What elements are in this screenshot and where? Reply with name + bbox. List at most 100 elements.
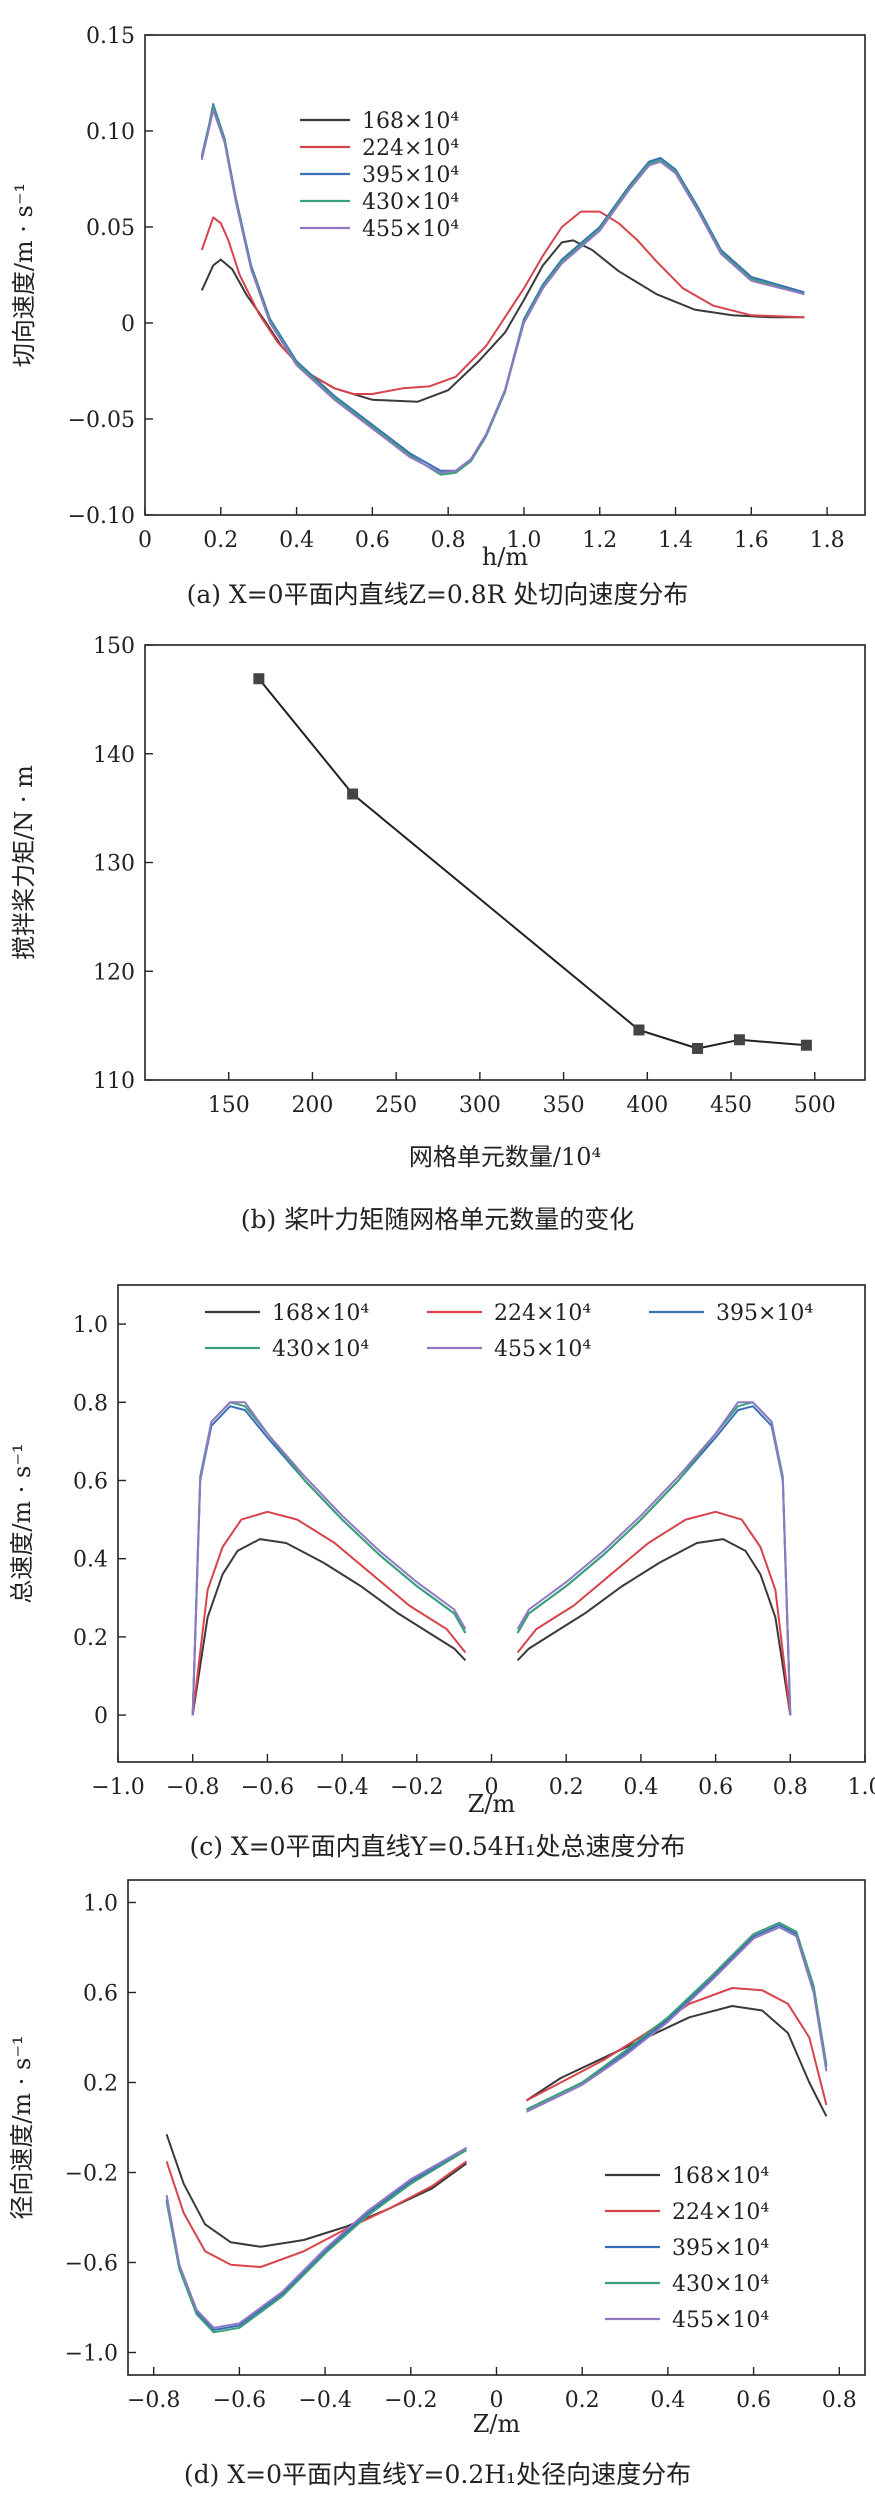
chart-c-x-tick-label: 0.2 (549, 1775, 584, 1800)
chart-b-data-point (692, 1042, 704, 1054)
chart-b-data-point (633, 1024, 645, 1036)
chart-d-y-tick-label: 0.2 (83, 2072, 118, 2097)
chart-d-y-tick-label: −0.2 (65, 2162, 118, 2187)
chart-c-series-line-3 (516, 1405, 792, 1716)
chart-d-series-line-4 (526, 1921, 828, 2111)
chart-c-x-tick-label: −0.2 (390, 1775, 443, 1800)
chart-c-svg: −1.0 −0.8 −0.6 −0.4 −0.2 0 0.2 0.4 0.6 0.8 1.0 0 0.2… (8, 1284, 875, 1818)
chart-a-caption: (a) X=0平面内直线Z=0.8R 处切向速度分布 (186, 580, 689, 609)
chart-c-x-tick-label: 0.4 (623, 1775, 658, 1800)
chart-a-y-tick-label: 0.10 (86, 120, 135, 145)
chart-d-x-axis-label: Z/m (473, 2410, 521, 2438)
chart-panel-d: −0.8 −0.6 −0.4 −0.2 0 0.2 0.4 0.6 0.8 −1.0 −0.6 −0.… (0, 1875, 875, 2501)
chart-c-series-line-1 (516, 1538, 792, 1716)
chart-a-x-tick-label: 1.6 (734, 528, 769, 553)
chart-a-y-tick-label: −0.05 (68, 408, 135, 433)
chart-d-legend-label: 168×10⁴ (672, 2164, 769, 2189)
chart-d-x-tick-label: 0.8 (822, 2388, 857, 2413)
chart-c-y-tick-label: 0.2 (73, 1626, 108, 1651)
chart-b-x-tick-label: 500 (794, 1093, 836, 1118)
chart-a-legend-label: 455×10⁴ (362, 217, 459, 242)
chart-d-x-tick-label: −0.2 (384, 2388, 437, 2413)
chart-d-x-tick-label: −0.8 (127, 2388, 180, 2413)
chart-panel-c: −1.0 −0.8 −0.6 −0.4 −0.2 0 0.2 0.4 0.6 0.8 1.0 0 0.2… (0, 1250, 875, 1875)
chart-c-series-line-3 (191, 1405, 467, 1716)
chart-c-x-axis-label: Z/m (468, 1790, 516, 1818)
chart-c-y-tick-label: 0.6 (73, 1469, 108, 1494)
chart-b-y-tick-label: 140 (93, 743, 135, 768)
chart-d-x-tick-label: 0 (490, 2388, 504, 2413)
chart-c-x-tick-label: −0.8 (166, 1775, 219, 1800)
chart-d-series-line-5 (165, 2146, 467, 2329)
chart-c-x-tick-label: 1.0 (848, 1775, 875, 1800)
chart-d-x-tick-label: −0.6 (213, 2388, 266, 2413)
chart-b-x-tick-label: 250 (375, 1093, 417, 1118)
chart-d-legend-label: 224×10⁴ (672, 2200, 769, 2225)
chart-b-data-point (733, 1034, 745, 1046)
chart-a-y-tick-label: 0 (121, 312, 135, 337)
chart-d-series-line-2 (526, 1987, 828, 2106)
chart-b-x-tick-label: 150 (208, 1093, 250, 1118)
chart-d-x-tick-label: −0.4 (298, 2388, 351, 2413)
chart-b-x-tick-label: 450 (710, 1093, 752, 1118)
chart-a-x-tick-label: 1.0 (506, 528, 541, 553)
chart-b-x-tick-label: 300 (459, 1093, 501, 1118)
chart-panel-a: 0 0.2 0.4 0.6 0.8 1.0 1.2 1.4 1.6 1.8 −0.10 −0.05 0 0… (0, 0, 875, 625)
chart-b-data-point (800, 1039, 812, 1051)
chart-a-x-tick-label: 1.4 (658, 528, 693, 553)
chart-a-series-line-4 (200, 105, 805, 476)
chart-d-series-line-2 (165, 2160, 468, 2268)
chart-a-svg: 0 0.2 0.4 0.6 0.8 1.0 1.2 1.4 1.6 1.8 −0.10 −0.05 0 0… (10, 24, 866, 571)
chart-b-x-tick-label: 400 (626, 1093, 668, 1118)
chart-c-x-tick-label: 0 (485, 1775, 499, 1800)
chart-panel-b: 150 200 250 300 350 400 450 500 110 120 130 140 150 网… (0, 625, 875, 1250)
chart-c-legend-label: 168×10⁴ (272, 1301, 369, 1326)
chart-a-series-line-3 (200, 103, 805, 472)
chart-a-x-tick-label: 0 (138, 528, 152, 553)
chart-a-x-axis-label: h/m (482, 543, 529, 571)
chart-c-x-tick-label: −1.0 (91, 1775, 144, 1800)
chart-b-svg: 150 200 250 300 350 400 450 500 110 120 130 140 150 网… (10, 634, 866, 1171)
chart-c-series-line-5 (191, 1401, 467, 1716)
chart-c-legend-label: 395×10⁴ (716, 1301, 813, 1326)
chart-a-y-tick-label: 0.15 (86, 24, 135, 49)
chart-a-y-tick-label: −0.10 (68, 504, 135, 529)
chart-c-x-tick-label: −0.6 (241, 1775, 294, 1800)
chart-b-x-axis-label: 网格单元数量/10⁴ (409, 1143, 601, 1171)
chart-a-x-tick-label: 0.4 (279, 528, 314, 553)
chart-a-y-axis-label: 切向速度/m · s⁻¹ (10, 183, 38, 367)
chart-d-x-tick-label: 0.4 (650, 2388, 685, 2413)
chart-a-legend-label: 430×10⁴ (362, 190, 459, 215)
chart-d-x-tick-label: 0.6 (736, 2388, 771, 2413)
chart-c-legend-label: 455×10⁴ (494, 1337, 591, 1362)
chart-d-legend-label: 455×10⁴ (672, 2308, 769, 2333)
chart-c-x-tick-label: 0.8 (773, 1775, 808, 1800)
chart-d-series-line-1 (525, 2005, 828, 2117)
chart-c-y-tick-label: 0.4 (73, 1548, 108, 1573)
chart-a-legend-label: 395×10⁴ (362, 163, 459, 188)
chart-a-legend-label: 168×10⁴ (362, 109, 459, 134)
chart-c-series-line-2 (191, 1510, 467, 1716)
chart-c-series-line-2 (516, 1510, 792, 1716)
chart-b-y-tick-label: 130 (93, 852, 135, 877)
chart-c-caption: (c) X=0平面内直线Y=0.54H₁处总速度分布 (189, 1832, 686, 1861)
chart-b-y-tick-label: 110 (93, 1069, 135, 1094)
chart-a-y-tick-label: 0.05 (86, 216, 135, 241)
chart-d-y-axis-label: 径向速度/m · s⁻¹ (8, 2035, 36, 2219)
chart-c-legend-label: 430×10⁴ (272, 1337, 369, 1362)
chart-d-series-line-1 (165, 2133, 468, 2248)
chart-a-series-line-1 (200, 239, 805, 403)
chart-b-y-axis-label: 搅拌桨力矩/N · m (10, 765, 38, 960)
chart-c-series-line-1 (191, 1538, 467, 1716)
chart-b-caption: (b) 桨叶力矩随网格单元数量的变化 (240, 1205, 635, 1234)
chart-c-y-tick-label: 0.8 (73, 1391, 108, 1416)
chart-d-svg: −0.8 −0.6 −0.4 −0.2 0 0.2 0.4 0.6 0.8 −1.0 −0.6 −0.… (8, 1879, 866, 2438)
chart-b-y-tick-label: 120 (93, 960, 135, 985)
chart-a-x-tick-label: 1.8 (810, 528, 845, 553)
chart-d-y-tick-label: −0.6 (65, 2252, 118, 2277)
chart-a-x-tick-label: 0.6 (355, 528, 390, 553)
chart-a-plot-frame (144, 34, 866, 516)
chart-b-series-line-1 (258, 678, 807, 1050)
chart-b-plot-frame (144, 644, 866, 1081)
chart-d-series-line-4 (165, 2149, 468, 2334)
